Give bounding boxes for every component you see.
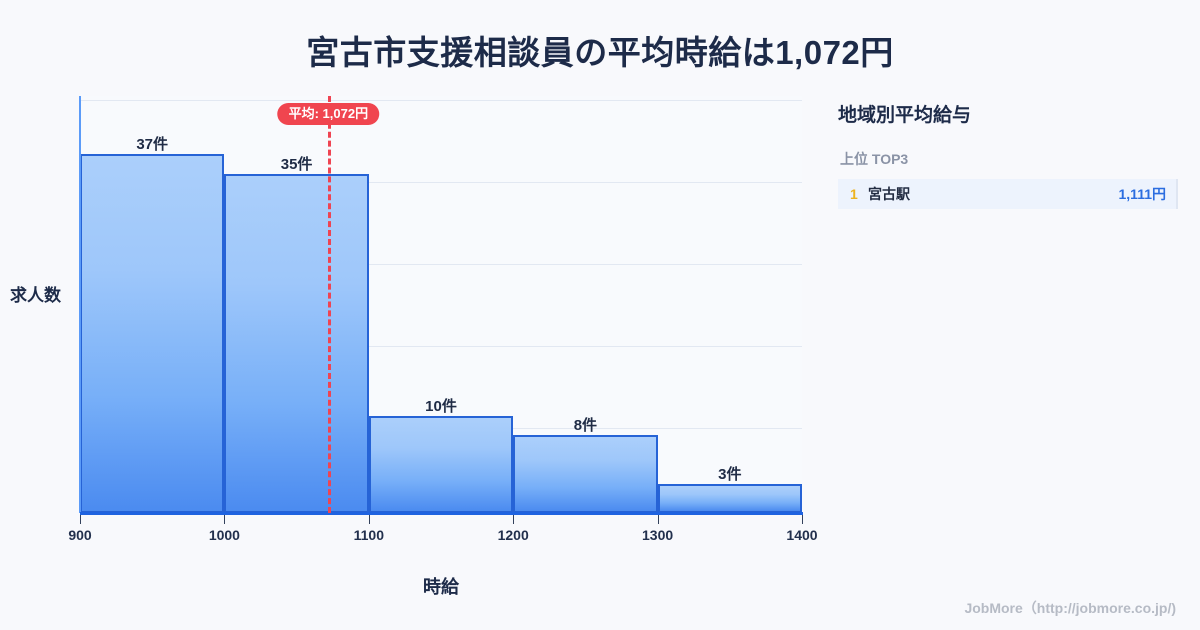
- gridline: [80, 182, 802, 183]
- x-axis-tick-label: 1100: [353, 527, 384, 543]
- x-axis-tick: [513, 515, 515, 524]
- panel-subheading: 上位 TOP3: [840, 151, 909, 167]
- x-axis-tick-label: 1000: [208, 527, 240, 543]
- histogram-bar: [513, 435, 658, 513]
- x-axis-tick-label: 1200: [497, 527, 529, 543]
- rank-list: 1 宮古駅 1,111円: [838, 179, 1178, 209]
- average-badge: 平均: 1,072円: [277, 103, 380, 125]
- x-axis-tick: [368, 515, 370, 524]
- regional-salary-panel: 地域別平均給与 上位 TOP3 1 宮古駅 1,111円: [838, 100, 1178, 209]
- x-axis-line: [80, 512, 803, 515]
- rank-area-name: 宮古駅: [868, 186, 910, 202]
- rank-row: 1 宮古駅 1,111円: [838, 179, 1178, 209]
- gridline: [80, 346, 802, 347]
- bar-value-label: 3件: [718, 465, 742, 483]
- y-axis-title: 求人数: [10, 286, 61, 305]
- x-axis-tick: [224, 515, 226, 524]
- footer-watermark: JobMore（http://jobmore.co.jp/): [964, 600, 1176, 616]
- x-axis-tick-label: 1400: [786, 527, 818, 543]
- rank-number: 1: [850, 186, 858, 202]
- x-axis-tick-label: 900: [68, 527, 92, 543]
- average-dashed-line: [328, 96, 332, 513]
- histogram-bar: [657, 483, 802, 513]
- plot-area: [80, 96, 802, 513]
- rank-salary-value: 1,111円: [1118, 186, 1167, 202]
- bar-group: [80, 96, 802, 513]
- bar-value-label: 8件: [573, 417, 598, 435]
- x-axis-tick: [80, 515, 81, 524]
- histogram-bar: [224, 173, 369, 513]
- y-axis-line: [79, 96, 81, 513]
- bar-value-label: 35件: [280, 155, 313, 173]
- histogram-bar: [80, 154, 225, 513]
- gridline: [80, 264, 802, 265]
- histogram-bar: [368, 416, 514, 513]
- histogram-chart: 37件 35件 10件 8件 3件 900 1000 1100 1200 1300 1400 平均…: [10, 96, 818, 597]
- page-title: 宮古市支援相談員の平均時給は1,072円: [306, 34, 894, 71]
- panel-heading: 地域別平均給与: [838, 105, 972, 126]
- x-axis-tick-label: 1300: [642, 527, 674, 543]
- bar-value-label: 37件: [136, 136, 169, 154]
- x-axis-tick: [802, 515, 803, 524]
- x-axis-tick: [657, 515, 659, 524]
- gridline: [80, 100, 802, 101]
- x-axis-title: 時給: [423, 577, 459, 597]
- bar-value-label: 10件: [425, 398, 457, 416]
